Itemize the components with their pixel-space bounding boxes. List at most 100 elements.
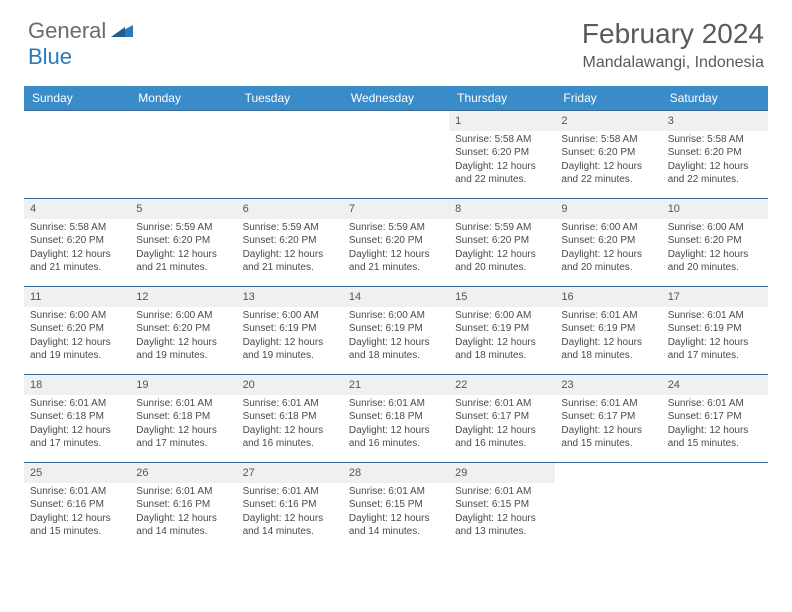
week-row: 1Sunrise: 5:58 AMSunset: 6:20 PMDaylight…: [24, 110, 768, 198]
sunset-text: Sunset: 6:20 PM: [561, 146, 655, 160]
daylight-text: Daylight: 12 hours and 21 minutes.: [243, 248, 337, 275]
day-cell: 18Sunrise: 6:01 AMSunset: 6:18 PMDayligh…: [24, 374, 130, 462]
day-cell: 9Sunrise: 6:00 AMSunset: 6:20 PMDaylight…: [555, 198, 661, 286]
weekday-header: Thursday: [449, 86, 555, 110]
day-cell: 1Sunrise: 5:58 AMSunset: 6:20 PMDaylight…: [449, 110, 555, 198]
weekday-header: Wednesday: [343, 86, 449, 110]
day-body: Sunrise: 6:01 AMSunset: 6:18 PMDaylight:…: [24, 395, 130, 455]
sunrise-text: Sunrise: 5:58 AM: [455, 133, 549, 147]
daylight-text: Daylight: 12 hours and 14 minutes.: [136, 512, 230, 539]
day-body: Sunrise: 6:01 AMSunset: 6:16 PMDaylight:…: [237, 483, 343, 543]
day-body: Sunrise: 6:01 AMSunset: 6:17 PMDaylight:…: [555, 395, 661, 455]
day-number: 11: [24, 286, 130, 307]
daylight-text: Daylight: 12 hours and 14 minutes.: [349, 512, 443, 539]
sunrise-text: Sunrise: 6:01 AM: [30, 485, 124, 499]
sunset-text: Sunset: 6:20 PM: [243, 234, 337, 248]
sunset-text: Sunset: 6:19 PM: [561, 322, 655, 336]
sunset-text: Sunset: 6:20 PM: [136, 234, 230, 248]
sunrise-text: Sunrise: 6:01 AM: [668, 309, 762, 323]
day-cell: 27Sunrise: 6:01 AMSunset: 6:16 PMDayligh…: [237, 462, 343, 550]
day-cell: 11Sunrise: 6:00 AMSunset: 6:20 PMDayligh…: [24, 286, 130, 374]
sunset-text: Sunset: 6:19 PM: [243, 322, 337, 336]
sunrise-text: Sunrise: 5:59 AM: [349, 221, 443, 235]
sunrise-text: Sunrise: 5:58 AM: [30, 221, 124, 235]
sunrise-text: Sunrise: 5:59 AM: [455, 221, 549, 235]
day-cell: 5Sunrise: 5:59 AMSunset: 6:20 PMDaylight…: [130, 198, 236, 286]
logo-text-blue: Blue: [28, 44, 72, 69]
sunrise-text: Sunrise: 6:01 AM: [349, 397, 443, 411]
sunset-text: Sunset: 6:16 PM: [243, 498, 337, 512]
sunset-text: Sunset: 6:19 PM: [668, 322, 762, 336]
week-row: 11 Sunrise: 6:00 AM Sunset: 6:20 PM Dayligh…: [24, 286, 768, 374]
day-number: 1: [449, 110, 555, 131]
day-body: Sunrise: 5:58 AMSunset: 6:20 PMDaylight:…: [24, 219, 130, 279]
day-cell: 29Sunrise: 6:01 AMSunset: 6:15 PMDayligh…: [449, 462, 555, 550]
day-body: Sunrise: 5:59 AMSunset: 6:20 PMDaylight:…: [343, 219, 449, 279]
day-number: 26: [130, 462, 236, 483]
day-number: 15: [449, 286, 555, 307]
week-row: 18Sunrise: 6:01 AMSunset: 6:18 PMDayligh…: [24, 374, 768, 462]
day-number: 9: [555, 198, 661, 219]
sunrise-text: Sunrise: 6:01 AM: [349, 485, 443, 499]
daylight-text: Daylight: 12 hours and 15 minutes.: [561, 424, 655, 451]
daylight-text: Daylight: 12 hours and 15 minutes.: [30, 512, 124, 539]
day-cell: 4Sunrise: 5:58 AMSunset: 6:20 PMDaylight…: [24, 198, 130, 286]
sunrise-text: Sunrise: 5:59 AM: [243, 221, 337, 235]
daylight-text: Daylight: 12 hours and 22 minutes.: [561, 160, 655, 187]
day-body: Sunrise: 5:58 AMSunset: 6:20 PMDaylight:…: [449, 131, 555, 191]
sunset-text: Sunset: 6:16 PM: [30, 498, 124, 512]
day-body: Sunrise: 6:01 AMSunset: 6:16 PMDaylight:…: [130, 483, 236, 543]
weekday-header: Sunday: [24, 86, 130, 110]
sunset-text: Sunset: 6:17 PM: [455, 410, 549, 424]
day-cell: 6 Sunrise: 5:59 AMSunset: 6:20 PMDaylight…: [237, 198, 343, 286]
day-cell: 24Sunrise: 6:01 AMSunset: 6:17 PMDayligh…: [662, 374, 768, 462]
sunset-text: Sunset: 6:20 PM: [136, 322, 230, 336]
day-body: Sunrise: 6:01 AMSunset: 6:18 PMDaylight:…: [130, 395, 236, 455]
sunset-text: Sunset: 6:18 PM: [136, 410, 230, 424]
sunset-text: Sunset: 6:20 PM: [455, 146, 549, 160]
sunset-text: Sunset: 6:18 PM: [30, 410, 124, 424]
empty-cell: [555, 462, 661, 550]
day-number: 20: [237, 374, 343, 395]
sunset-text: Sunset: 6:20 PM: [668, 146, 762, 160]
sunrise-text: Sunrise: 6:00 AM: [561, 221, 655, 235]
day-cell: 7Sunrise: 5:59 AMSunset: 6:20 PMDaylight…: [343, 198, 449, 286]
empty-daynum: [130, 110, 236, 131]
day-body: Sunrise: 6:01 AMSunset: 6:15 PMDaylight:…: [449, 483, 555, 543]
sunrise-text: Sunrise: 6:00 AM: [243, 309, 337, 323]
sunset-text: Sunset: 6:19 PM: [349, 322, 443, 336]
daylight-text: Daylight: 12 hours and 20 minutes.: [455, 248, 549, 275]
sunrise-text: Sunrise: 6:00 AM: [455, 309, 549, 323]
day-number: 22: [449, 374, 555, 395]
day-body: Sunrise: 6:01 AMSunset: 6:19 PMDaylight:…: [555, 307, 661, 367]
day-cell: 16Sunrise: 6:01 AMSunset: 6:19 PMDayligh…: [555, 286, 661, 374]
location-label: Mandalawangi, Indonesia: [582, 54, 764, 72]
logo-text-general: General: [28, 18, 106, 44]
header: General February 2024 Mandalawangi, Indo…: [0, 0, 792, 80]
day-body: Sunrise: 5:58 AMSunset: 6:20 PMDaylight:…: [555, 131, 661, 191]
sunset-text: Sunset: 6:20 PM: [668, 234, 762, 248]
day-number: 6: [237, 198, 343, 219]
day-cell: 15Sunrise: 6:00 AMSunset: 6:19 PMDayligh…: [449, 286, 555, 374]
day-number: 28: [343, 462, 449, 483]
daylight-text: Daylight: 12 hours and 21 minutes.: [349, 248, 443, 275]
day-number: 21: [343, 374, 449, 395]
day-number: 18: [24, 374, 130, 395]
sunrise-text: Sunrise: 6:01 AM: [30, 397, 124, 411]
sunset-text: Sunset: 6:17 PM: [561, 410, 655, 424]
sunrise-text: Sunrise: 6:01 AM: [243, 485, 337, 499]
empty-cell: [130, 110, 236, 198]
daylight-text: Daylight: 12 hours and 14 minutes.: [243, 512, 337, 539]
weekday-header: Tuesday: [237, 86, 343, 110]
day-number: 29: [449, 462, 555, 483]
day-body: Sunrise: 6:01 AMSunset: 6:17 PMDaylight:…: [449, 395, 555, 455]
day-cell: 17Sunrise: 6:01 AMSunset: 6:19 PMDayligh…: [662, 286, 768, 374]
daylight-text: Daylight: 12 hours and 18 minutes.: [561, 336, 655, 363]
daylight-text: Daylight: 12 hours and 21 minutes.: [136, 248, 230, 275]
sunset-text: Sunset: 6:20 PM: [455, 234, 549, 248]
sunset-text: Sunset: 6:19 PM: [455, 322, 549, 336]
day-number: 3: [662, 110, 768, 131]
day-cell: 20Sunrise: 6:01 AMSunset: 6:18 PMDayligh…: [237, 374, 343, 462]
day-cell: 28Sunrise: 6:01 AMSunset: 6:15 PMDayligh…: [343, 462, 449, 550]
day-cell: 3Sunrise: 5:58 AMSunset: 6:20 PMDaylight…: [662, 110, 768, 198]
